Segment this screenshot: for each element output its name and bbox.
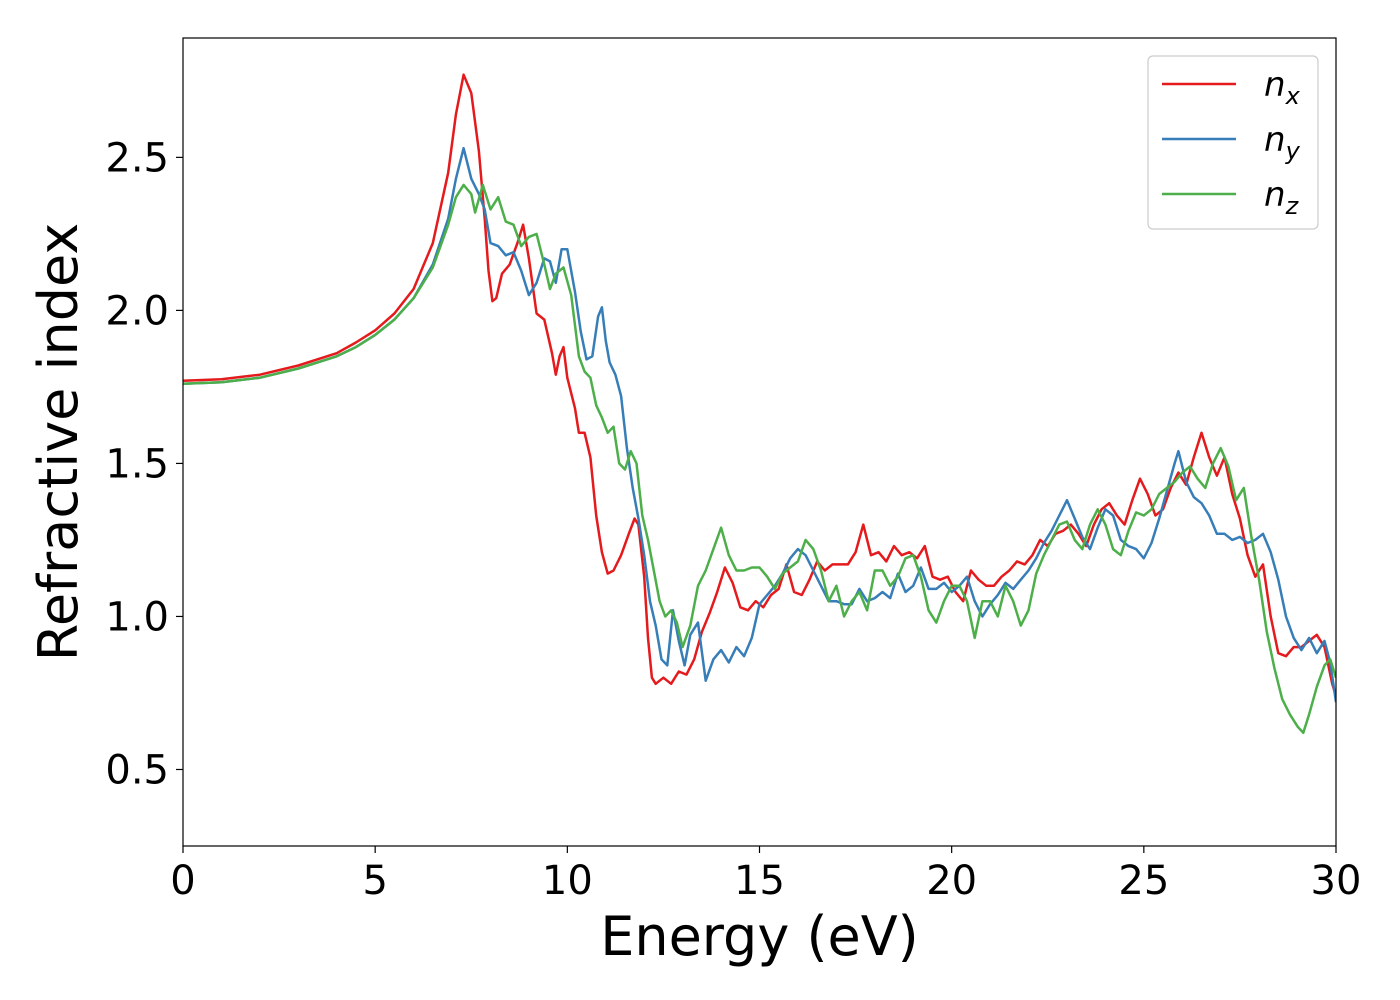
x-tick-label: 15	[734, 858, 785, 904]
x-axis: 0 5 10 15 20 25 30	[170, 846, 1361, 904]
y-axis: 0.5 1.0 1.5 2.0 2.5	[105, 135, 183, 793]
y-axis-label: Refractive index	[27, 223, 90, 662]
x-tick-label: 0	[170, 858, 195, 904]
y-tick-label: 0.5	[105, 747, 169, 793]
plot-background	[183, 38, 1336, 846]
legend-label-n-z: nz	[1264, 175, 1300, 220]
y-tick-label: 2.0	[105, 288, 169, 334]
y-tick-label: 2.5	[105, 135, 169, 181]
x-tick-label: 10	[542, 858, 593, 904]
x-tick-label: 20	[926, 858, 977, 904]
series-layer	[183, 73, 1336, 735]
series-line-n-z	[183, 183, 1336, 735]
x-tick-label: 25	[1118, 858, 1169, 904]
legend-label-n-y: ny	[1264, 120, 1301, 165]
x-axis-label: Energy (eV)	[600, 905, 919, 968]
legend-label-n-x: nx	[1264, 65, 1301, 110]
y-tick-label: 1.0	[105, 594, 169, 640]
legend: nx ny nz	[1147, 55, 1319, 230]
x-tick-label: 30	[1311, 858, 1362, 904]
legend-frame	[1147, 55, 1319, 230]
x-tick-label: 5	[362, 858, 387, 904]
y-tick-label: 1.5	[105, 441, 169, 487]
